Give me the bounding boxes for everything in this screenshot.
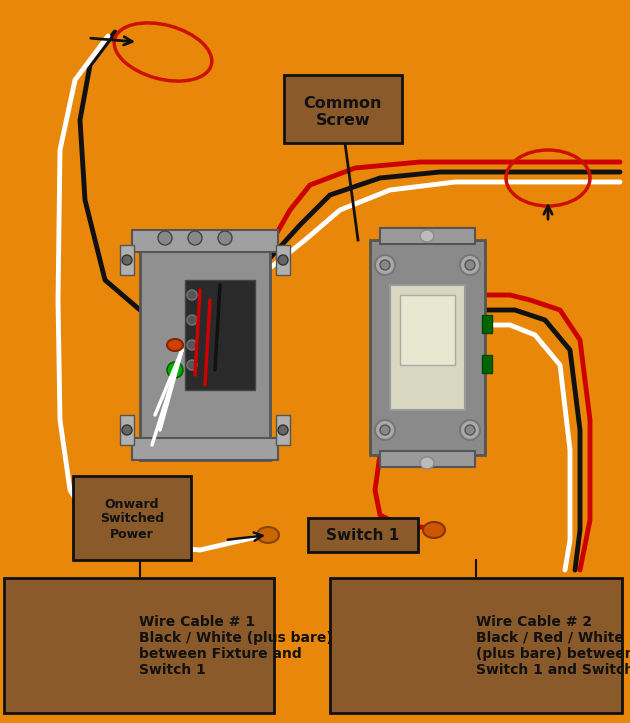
Circle shape	[380, 425, 390, 435]
Ellipse shape	[423, 522, 445, 538]
Bar	[73, 476, 191, 560]
Bar	[120, 415, 134, 445]
Circle shape	[188, 231, 202, 245]
Bar	[482, 355, 492, 373]
Text: Switch 1: Switch 1	[326, 529, 399, 544]
Bar	[330, 578, 622, 713]
Bar	[132, 438, 278, 460]
Bar	[120, 245, 134, 275]
Circle shape	[278, 255, 288, 265]
Circle shape	[278, 425, 288, 435]
Circle shape	[460, 420, 480, 440]
Bar	[284, 75, 402, 143]
Text: Wire Cable # 1
Black / White (plus bare)
between Fixture and
Switch 1: Wire Cable # 1 Black / White (plus bare)…	[139, 615, 333, 677]
Circle shape	[375, 255, 395, 275]
Circle shape	[460, 255, 480, 275]
Circle shape	[187, 360, 197, 370]
Circle shape	[380, 260, 390, 270]
Circle shape	[122, 255, 132, 265]
Circle shape	[158, 231, 172, 245]
Circle shape	[167, 362, 183, 378]
Ellipse shape	[257, 527, 279, 543]
Bar	[390, 285, 465, 410]
Circle shape	[375, 420, 395, 440]
Circle shape	[465, 260, 475, 270]
Bar	[132, 230, 278, 252]
Text: Common
Screw: Common Screw	[304, 96, 382, 128]
Circle shape	[218, 231, 232, 245]
Ellipse shape	[420, 230, 434, 242]
Bar	[370, 240, 485, 455]
Circle shape	[187, 315, 197, 325]
Circle shape	[187, 340, 197, 350]
Ellipse shape	[420, 457, 434, 469]
Circle shape	[122, 425, 132, 435]
Bar	[276, 415, 290, 445]
Bar	[380, 228, 475, 244]
Bar	[4, 578, 274, 713]
Text: Onward
Switched
Power: Onward Switched Power	[100, 497, 164, 541]
Bar	[185, 280, 255, 390]
Bar	[400, 295, 455, 365]
Bar	[140, 230, 270, 460]
Circle shape	[187, 290, 197, 300]
Circle shape	[465, 425, 475, 435]
Ellipse shape	[167, 339, 183, 351]
Bar	[380, 451, 475, 467]
Bar	[308, 518, 418, 552]
Bar	[276, 245, 290, 275]
Bar	[482, 315, 492, 333]
Text: Wire Cable # 2
Black / Red / White
(plus bare) between
Switch 1 and Switch 2: Wire Cable # 2 Black / Red / White (plus…	[476, 615, 630, 677]
